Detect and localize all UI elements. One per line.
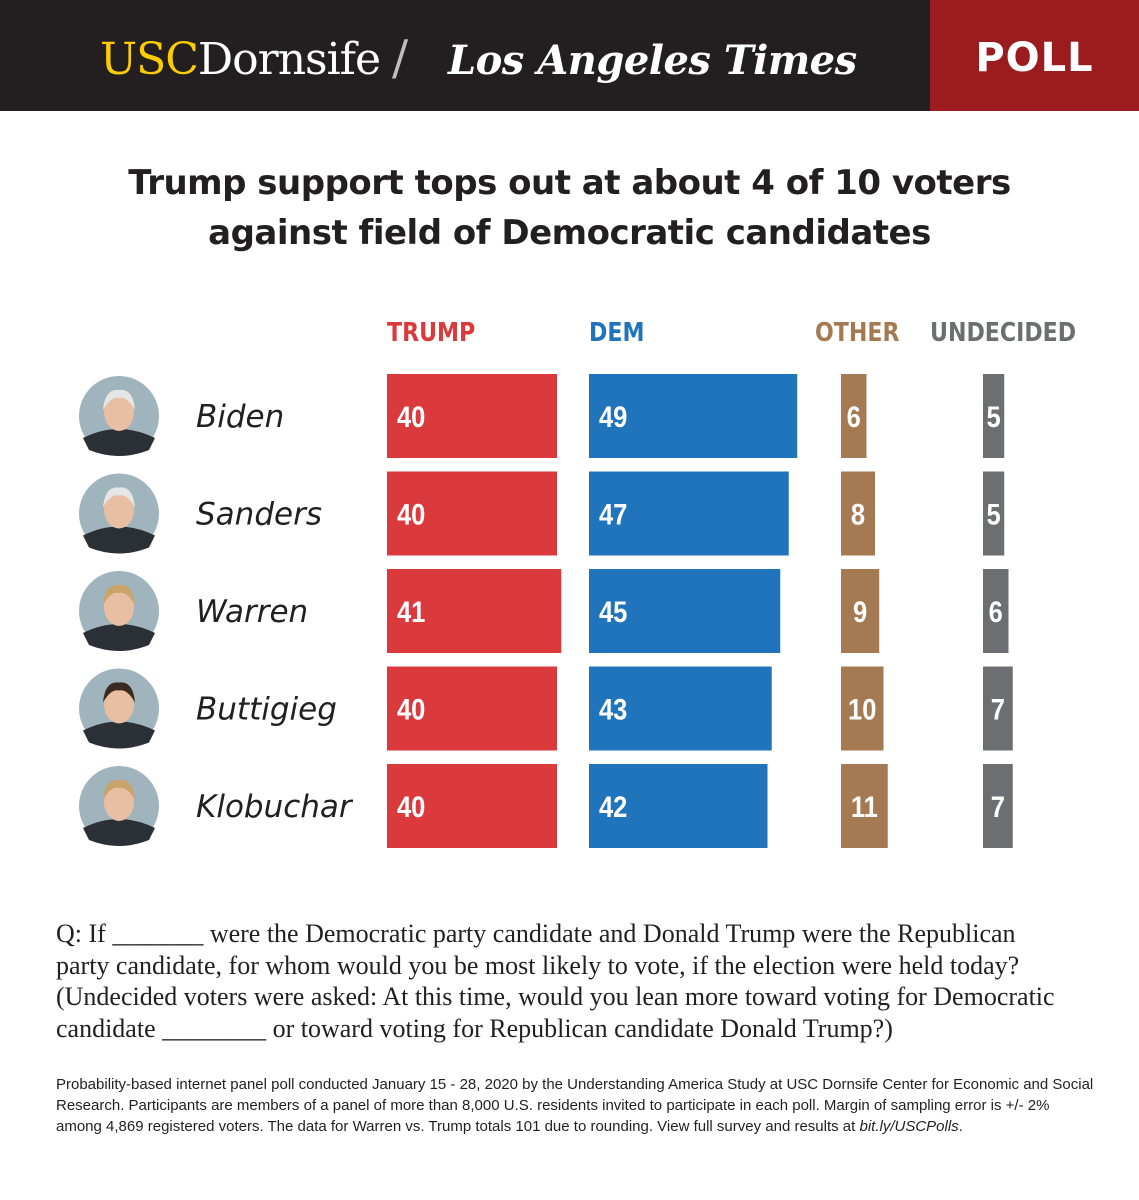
methodology-note: Probability-based internet panel poll co… bbox=[56, 1074, 1096, 1137]
bar-other-warren bbox=[841, 569, 880, 653]
bar-other-buttigieg bbox=[841, 666, 884, 751]
chart-title-line-2: against field of Democratic candidates bbox=[208, 213, 931, 253]
avatar-suit bbox=[83, 721, 155, 749]
bar-undecided-biden bbox=[983, 374, 1005, 458]
question-line-2: party candidate, for whom would you be m… bbox=[56, 950, 1020, 980]
bar-trump-klobuchar bbox=[387, 764, 557, 848]
bar-dem-buttigieg bbox=[589, 666, 772, 751]
bar-undecided-warren bbox=[983, 569, 1009, 653]
bar-trump-sanders bbox=[387, 471, 557, 556]
survey-question: Q: If _______ were the Democratic party … bbox=[56, 918, 1096, 1044]
bar-undecided-klobuchar bbox=[983, 764, 1013, 848]
bar-trump-buttigieg bbox=[387, 666, 557, 751]
value-label-trump-klobuchar: 40 bbox=[397, 790, 425, 823]
legend-trump: TRUMP bbox=[387, 318, 476, 348]
avatar-suit bbox=[83, 819, 155, 846]
candidate-label-warren: Warren bbox=[196, 594, 308, 630]
value-label-undecided-klobuchar: 7 bbox=[991, 790, 1005, 823]
avatar-hair bbox=[103, 487, 135, 508]
value-label-other-biden: 6 bbox=[847, 400, 861, 433]
question-line-4: candidate ________ or toward voting for … bbox=[56, 1013, 893, 1043]
chart-title: Trump support tops out at about 4 of 10 … bbox=[40, 158, 1099, 258]
bar-trump-biden bbox=[387, 374, 557, 458]
bar-dem-klobuchar bbox=[589, 764, 768, 848]
value-label-undecided-sanders: 5 bbox=[987, 498, 1001, 531]
avatar-hair bbox=[103, 779, 135, 800]
logo-dornsife-text: Dornsife bbox=[197, 34, 381, 85]
chart-title-line-1: Trump support tops out at about 4 of 10 … bbox=[128, 163, 1011, 203]
value-label-trump-buttigieg: 40 bbox=[397, 693, 425, 726]
avatar-hair bbox=[103, 584, 135, 605]
value-label-dem-warren: 45 bbox=[599, 595, 627, 628]
bar-undecided-sanders bbox=[983, 471, 1005, 556]
bar-dem-biden bbox=[589, 374, 798, 458]
legend-undecided: UNDECIDED bbox=[930, 318, 1077, 348]
avatar-face bbox=[104, 685, 134, 724]
value-label-undecided-buttigieg: 7 bbox=[991, 693, 1005, 726]
avatar-suit bbox=[83, 624, 155, 651]
value-label-dem-sanders: 47 bbox=[599, 498, 627, 531]
note-text: Probability-based internet panel poll co… bbox=[56, 1076, 1094, 1135]
value-label-trump-sanders: 40 bbox=[397, 498, 425, 531]
candidate-label-biden: Biden bbox=[196, 399, 284, 435]
la-times-logo: Los Angeles Times bbox=[448, 37, 857, 84]
header-banner: USCDornsife / Los Angeles Times POLL bbox=[0, 0, 1139, 111]
value-label-dem-buttigieg: 43 bbox=[599, 693, 627, 726]
bar-trump-warren bbox=[387, 569, 562, 653]
survey-link[interactable]: bit.ly/USCPolls bbox=[859, 1118, 959, 1135]
bar-other-biden bbox=[841, 374, 867, 458]
poll-badge: POLL bbox=[930, 0, 1139, 111]
avatar-face bbox=[104, 588, 134, 626]
value-label-other-sanders: 8 bbox=[851, 498, 865, 531]
candidate-label-buttigieg: Buttigieg bbox=[196, 692, 337, 728]
avatar-suit bbox=[83, 526, 155, 554]
value-label-trump-warren: 41 bbox=[397, 595, 425, 628]
avatar-hair bbox=[103, 682, 135, 703]
avatar-face bbox=[104, 393, 134, 431]
candidate-label-klobuchar: Klobuchar bbox=[196, 789, 354, 825]
avatar-face bbox=[104, 490, 134, 529]
avatar-biden bbox=[79, 376, 159, 456]
bar-other-sanders bbox=[841, 471, 875, 556]
candidate-label-sanders: Sanders bbox=[196, 497, 322, 533]
bar-other-klobuchar bbox=[841, 764, 888, 848]
value-label-other-klobuchar: 11 bbox=[851, 790, 878, 823]
bar-undecided-buttigieg bbox=[983, 666, 1013, 751]
poll-label: POLL bbox=[975, 35, 1094, 81]
value-label-other-buttigieg: 10 bbox=[848, 693, 876, 726]
avatar-warren bbox=[79, 571, 159, 651]
value-label-other-warren: 9 bbox=[853, 595, 867, 628]
value-label-undecided-warren: 6 bbox=[989, 595, 1003, 628]
avatar-suit bbox=[83, 429, 155, 456]
legend-dem: DEM bbox=[589, 318, 645, 348]
avatar-face bbox=[104, 783, 134, 821]
avatar-sanders bbox=[79, 473, 159, 554]
poll-bar-chart: Biden 40 49 6 5 Sanders 40 47 8 5 Warren 41 45 9 6 Butt… bbox=[79, 374, 1013, 848]
question-line-1: Q: If _______ were the Democratic party … bbox=[56, 919, 1016, 948]
value-label-dem-biden: 49 bbox=[599, 400, 627, 433]
value-label-dem-klobuchar: 42 bbox=[599, 790, 627, 823]
usc-dornsife-logo: USCDornsife bbox=[100, 32, 381, 88]
value-label-undecided-biden: 5 bbox=[987, 400, 1001, 433]
bar-dem-warren bbox=[589, 569, 781, 653]
logo-divider: / bbox=[392, 30, 409, 86]
avatar-hair bbox=[103, 389, 135, 410]
value-label-trump-biden: 40 bbox=[397, 400, 425, 433]
bar-dem-sanders bbox=[589, 471, 789, 556]
avatar-klobuchar bbox=[79, 766, 159, 846]
logo-usc-text: USC bbox=[100, 34, 199, 85]
avatar-buttigieg bbox=[79, 668, 159, 749]
legend-other: OTHER bbox=[815, 318, 900, 348]
question-line-3: (Undecided voters were asked: At this ti… bbox=[56, 982, 1055, 1011]
note-end: . bbox=[958, 1118, 963, 1135]
